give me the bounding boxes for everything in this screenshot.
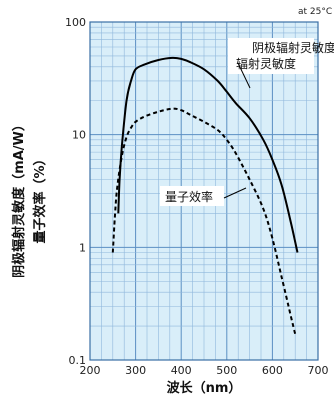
plot-frame	[89, 21, 319, 361]
x-tick-label: 700	[308, 364, 329, 377]
y-tick-label: 1	[79, 241, 86, 254]
x-tick-label: 300	[125, 364, 146, 377]
y-tick-label: 100	[65, 16, 86, 29]
series-label-sensitivity-line2: 辐射灵敏度	[236, 56, 296, 71]
series-label-sensitivity-line1: 阴极辐射灵敏度	[252, 40, 334, 55]
tick-labels: 200 300 400 500 600 700 100 10 1 0.1	[65, 16, 329, 377]
y-tick-label: 10	[72, 129, 86, 142]
annotation-box-qe	[160, 186, 224, 206]
series-layer	[111, 56, 299, 335]
series-line-quantum-efficiency	[111, 107, 297, 335]
x-tick-label: 500	[216, 364, 237, 377]
y-axis-label-line1: 阴极辐射灵敏度（mA/W）	[11, 118, 27, 278]
x-tick-label: 400	[171, 364, 192, 377]
plot-border	[89, 21, 319, 361]
y-axis-label-line2: 量子效率（%）	[32, 152, 48, 243]
series-label-qe: 量子效率	[165, 189, 213, 204]
leader-line-sensitivity	[237, 62, 251, 89]
y-tick-label: 0.1	[69, 354, 87, 367]
series-line-sensitivity	[117, 56, 299, 253]
annotation-box-sensitivity	[228, 38, 314, 74]
x-tick-label: 200	[80, 364, 101, 377]
condition-label: at 25°C	[298, 7, 332, 17]
leader-line-qe	[223, 187, 247, 199]
x-axis-label: 波长（nm）	[167, 380, 242, 396]
x-tick-label: 600	[262, 364, 283, 377]
